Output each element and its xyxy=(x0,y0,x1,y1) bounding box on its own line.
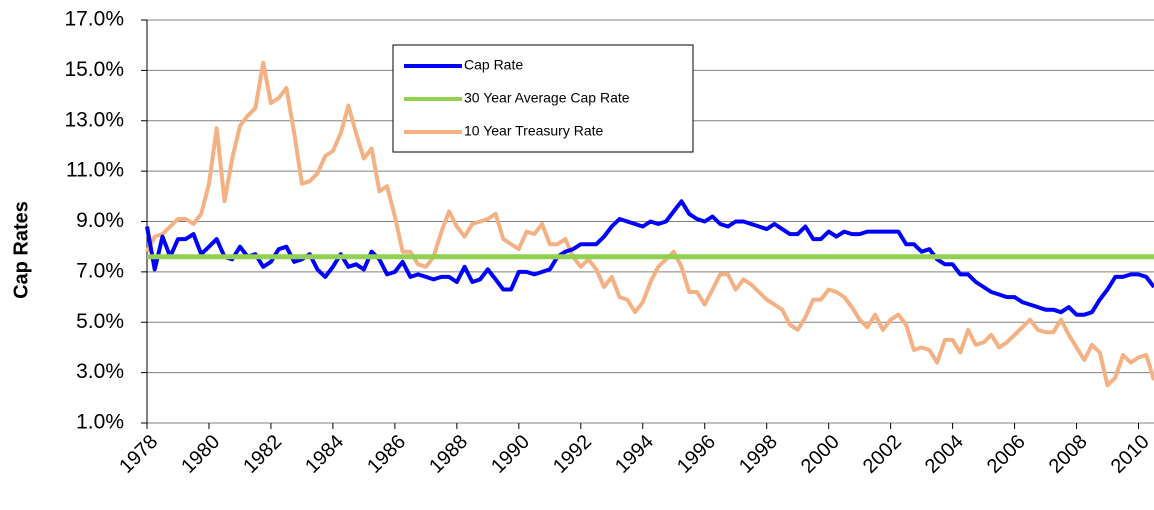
x-tick-label: 1992 xyxy=(549,431,596,478)
y-tick-label: 9.0% xyxy=(76,209,124,232)
y-tick-label: 11.0% xyxy=(66,159,124,182)
x-tick-label: 2008 xyxy=(1045,431,1092,478)
y-tick-label: 17.0% xyxy=(64,8,124,31)
x-tick-label: 1986 xyxy=(363,431,410,478)
y-tick-label: 15.0% xyxy=(64,58,124,81)
x-tick-label: 2000 xyxy=(797,431,844,478)
legend-label: Cap Rate xyxy=(464,57,523,73)
x-tick-label: 2002 xyxy=(859,431,906,478)
legend-label: 10 Year Treasury Rate xyxy=(464,123,604,139)
x-tick-label: 1998 xyxy=(735,431,782,478)
x-tick-label: 1990 xyxy=(487,431,534,478)
y-tick-label: 5.0% xyxy=(76,310,124,333)
y-tick-label: 1.0% xyxy=(76,411,124,434)
x-tick-label: 1988 xyxy=(425,431,472,478)
x-tick-label: 1982 xyxy=(239,431,286,478)
x-tick-label: 1978 xyxy=(115,431,162,478)
y-tick-label: 13.0% xyxy=(64,108,124,131)
x-tick-label: 2010 xyxy=(1107,431,1154,478)
x-tick-label: 1996 xyxy=(673,431,720,478)
series-line xyxy=(145,60,1154,388)
y-tick-label: 7.0% xyxy=(76,259,124,282)
y-axis-label: Cap Rates xyxy=(10,201,32,299)
x-tick-label: 1980 xyxy=(177,431,224,478)
x-tick-label: 1984 xyxy=(301,431,348,478)
x-tick-label: 2004 xyxy=(921,431,968,478)
x-tick-label: 2006 xyxy=(983,431,1030,478)
legend-label: 30 Year Average Cap Rate xyxy=(464,90,630,106)
series-line xyxy=(145,199,1154,317)
y-tick-label: 3.0% xyxy=(76,360,124,383)
x-tick-label: 1994 xyxy=(611,431,658,478)
